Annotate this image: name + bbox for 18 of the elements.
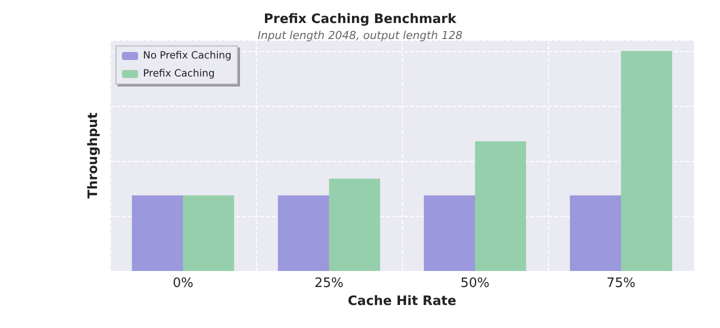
x-axis-title: Cache Hit Rate bbox=[348, 294, 456, 309]
bar bbox=[475, 141, 526, 271]
bar bbox=[621, 51, 672, 271]
bar bbox=[278, 195, 329, 271]
chart-subtitle: Input length 2048, output length 128 bbox=[258, 29, 462, 42]
bar bbox=[132, 195, 183, 271]
bar bbox=[424, 195, 475, 271]
y-axis-title: Throughput bbox=[86, 112, 101, 199]
chart-title: Prefix Caching Benchmark bbox=[264, 12, 457, 27]
bar bbox=[183, 195, 234, 271]
bar bbox=[570, 195, 621, 271]
x-tick-label: 50% bbox=[460, 276, 490, 291]
legend-label: No Prefix Caching bbox=[143, 50, 232, 62]
bar bbox=[329, 178, 380, 271]
x-tick-label: 25% bbox=[314, 276, 344, 291]
x-tick-label: 0% bbox=[172, 276, 194, 291]
legend-label: Prefix Caching bbox=[143, 68, 215, 80]
x-tick-label: 75% bbox=[606, 276, 636, 291]
